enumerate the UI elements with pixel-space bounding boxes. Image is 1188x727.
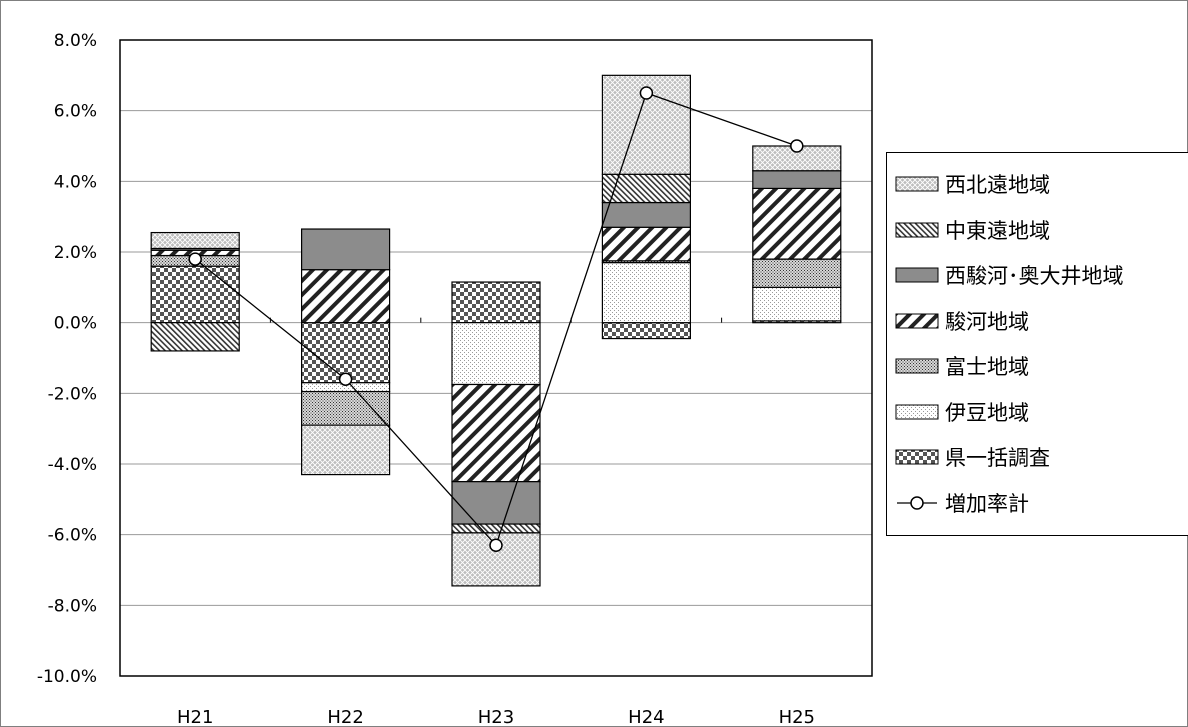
legend-swatch — [895, 449, 939, 465]
legend: 西北遠地域中東遠地域西駿河･奥大井地域 駿河地域富士地域伊豆地域県一括調査増加率計 — [886, 152, 1188, 536]
bar-segment — [601, 262, 692, 324]
y-tick-label: -6.0% — [48, 526, 97, 546]
legend-item: 県一括調査 — [895, 442, 1050, 472]
bar-segment — [601, 201, 692, 228]
bar-segment — [752, 258, 842, 288]
legend-item: 西北遠地域 — [895, 169, 1050, 199]
legend-swatch — [895, 267, 939, 283]
y-tick-label: -8.0% — [48, 596, 97, 616]
legend-item: 中東遠地域 — [895, 215, 1050, 245]
legend-swatch — [897, 495, 937, 510]
bar-segment — [601, 322, 692, 340]
bar-segment — [150, 231, 240, 250]
legend-swatch — [895, 222, 939, 237]
legend-item: 富士地域 — [895, 351, 1029, 381]
y-tick-label: -4.0% — [48, 455, 97, 475]
total-line-marker — [639, 86, 654, 100]
x-tick-label: H24 — [628, 707, 664, 727]
bar-segment — [301, 228, 391, 271]
bar-segment — [451, 281, 541, 324]
legend-swatch — [895, 176, 939, 192]
bar-segment — [301, 269, 391, 324]
y-tick-label: -2.0% — [48, 384, 97, 404]
legend-label: 増加率計 — [945, 491, 1029, 516]
bar-segment — [451, 322, 541, 386]
plot-border — [119, 39, 873, 677]
bar-segment — [451, 383, 541, 483]
y-tick-label: 8.0% — [54, 31, 97, 51]
y-tick-label: 6.0% — [54, 102, 97, 122]
legend-item: 西駿河･奥大井地域 — [895, 260, 1124, 290]
total-line-marker — [338, 372, 353, 386]
legend-swatch — [895, 404, 939, 419]
bar-segment — [451, 481, 541, 525]
legend-item: 伊豆地域 — [895, 397, 1029, 427]
y-axis-labels: 8.0% 6.0% 4.0% 2.0% 0.0% -2.0% -4.0% -6.0% -8.0%… — [37, 31, 97, 687]
bar-segment — [451, 523, 541, 534]
bar-segment — [752, 286, 842, 322]
x-tick-label: H23 — [478, 707, 514, 727]
x-tick-label: H22 — [327, 707, 363, 727]
legend-label: 中東遠地域 — [945, 218, 1050, 243]
x-axis-labels: H21 H22 H23 H24 H25 — [177, 707, 815, 727]
legend-swatch — [895, 313, 939, 328]
legend-label: 伊豆地域 — [945, 400, 1029, 425]
x-tick-label: H21 — [177, 707, 213, 727]
bar-stacks — [150, 74, 842, 587]
legend-label: 富士地域 — [945, 355, 1029, 379]
legend-item: 駿河地域 — [895, 306, 1029, 336]
bar-segment — [752, 187, 842, 260]
bar-segment — [601, 173, 692, 204]
legend-label: 西北遠地域 — [945, 173, 1050, 197]
total-line — [188, 86, 804, 553]
y-tick-label: 4.0% — [54, 172, 97, 192]
total-line-marker — [790, 139, 804, 153]
y-tick-label: 0.0% — [54, 314, 97, 334]
bar-segment — [601, 226, 692, 262]
bar-segment — [301, 424, 391, 476]
total-line-marker — [188, 252, 202, 266]
total-line-marker — [489, 538, 503, 553]
bar-segment — [301, 390, 391, 426]
legend-item: 増加率計 — [895, 488, 1029, 518]
legend-label: 西駿河･奥大井地域 — [945, 264, 1124, 288]
legend-label: 県一括調査 — [945, 446, 1050, 470]
x-tick-label: H25 — [779, 707, 815, 727]
legend-swatch — [895, 358, 939, 374]
bar-segment — [150, 322, 240, 352]
y-tick-label: 2.0% — [54, 243, 97, 263]
legend-label: 駿河地域 — [945, 309, 1029, 334]
bar-segment — [752, 170, 842, 190]
bar-segment — [150, 265, 240, 324]
y-tick-label: -10.0% — [37, 667, 97, 687]
